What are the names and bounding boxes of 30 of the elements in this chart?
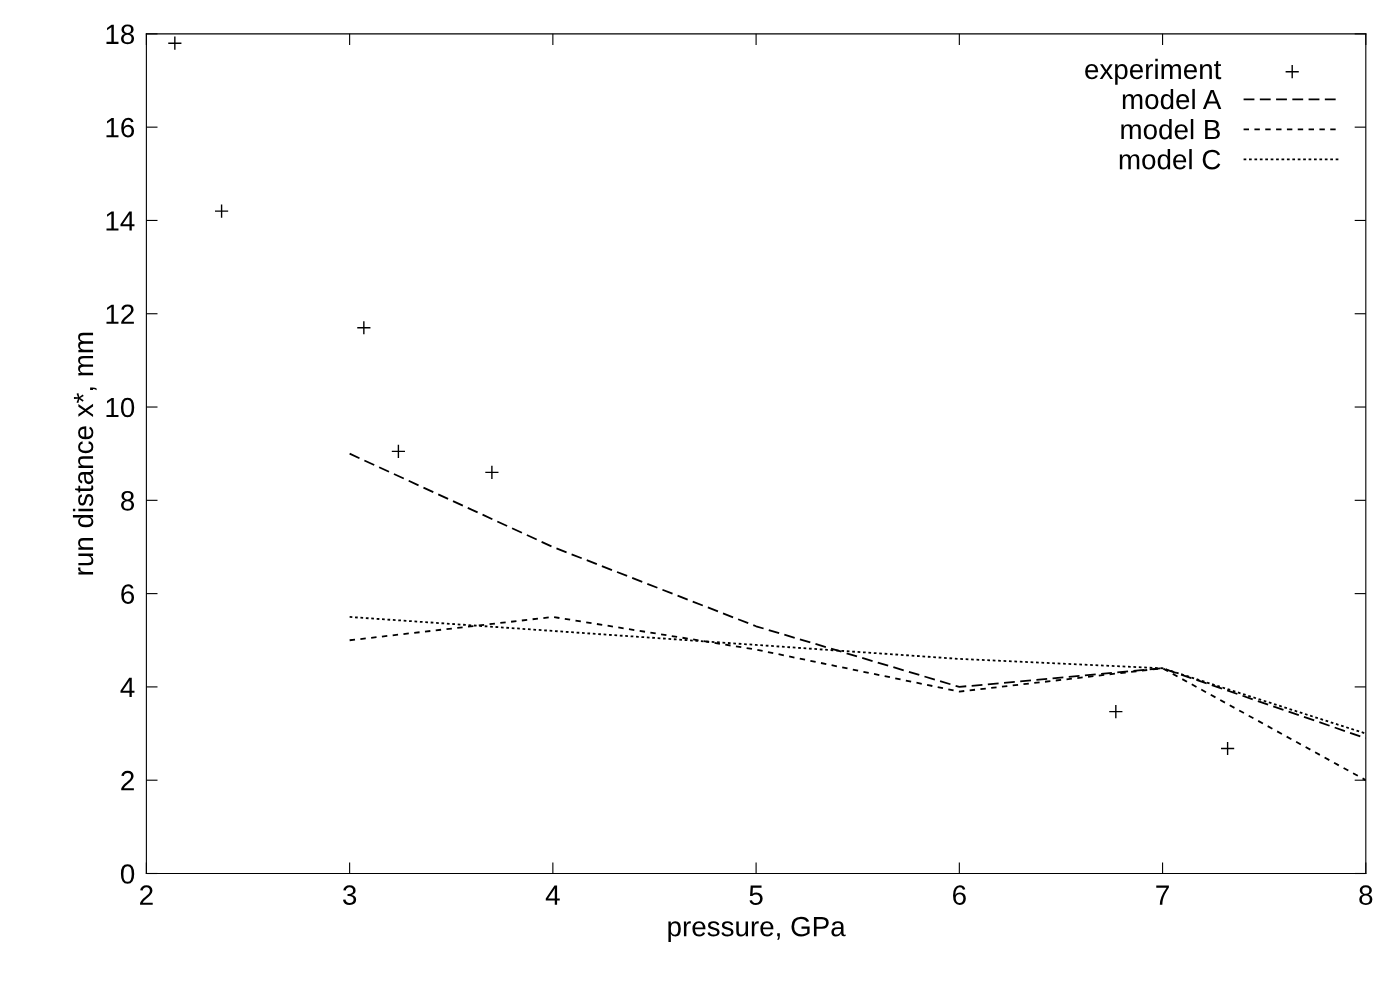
y-tick-label: 16 <box>106 117 135 138</box>
y-tick-label: 2 <box>121 770 134 791</box>
y-tick-label: 4 <box>120 677 135 697</box>
legend-label: experiment <box>1085 58 1222 85</box>
x-tick-label: 7 <box>1156 885 1169 905</box>
x-tick-label: 5 <box>749 885 763 906</box>
point <box>214 203 229 219</box>
y-axis-title: run distance x*, mm <box>72 332 97 575</box>
point <box>167 35 183 51</box>
y-tick-label: 6 <box>121 584 135 604</box>
y-tick-label: 18 <box>106 24 135 45</box>
x-tick-label: 4 <box>545 885 560 905</box>
point <box>1108 704 1124 719</box>
point <box>356 320 372 336</box>
x-tick-label: 6 <box>953 885 966 906</box>
point <box>391 444 406 459</box>
point <box>484 465 500 480</box>
legend-label: model A <box>1122 88 1222 110</box>
legend-label: model B <box>1121 118 1220 140</box>
y-tick-label: 0 <box>120 864 135 884</box>
y-tick-label: 10 <box>106 397 135 418</box>
point <box>1220 741 1235 756</box>
x-tick-label: 2 <box>140 885 153 905</box>
y-tick-label: 12 <box>106 304 134 324</box>
x-axis-title: pressure, GPa <box>668 916 846 942</box>
legend-label: model C <box>1119 149 1221 170</box>
y-tick-label: 14 <box>106 211 135 231</box>
y-tick-label: 8 <box>121 490 135 511</box>
x-tick-label: 8 <box>1359 885 1373 906</box>
x-tick-label: 3 <box>342 885 357 906</box>
